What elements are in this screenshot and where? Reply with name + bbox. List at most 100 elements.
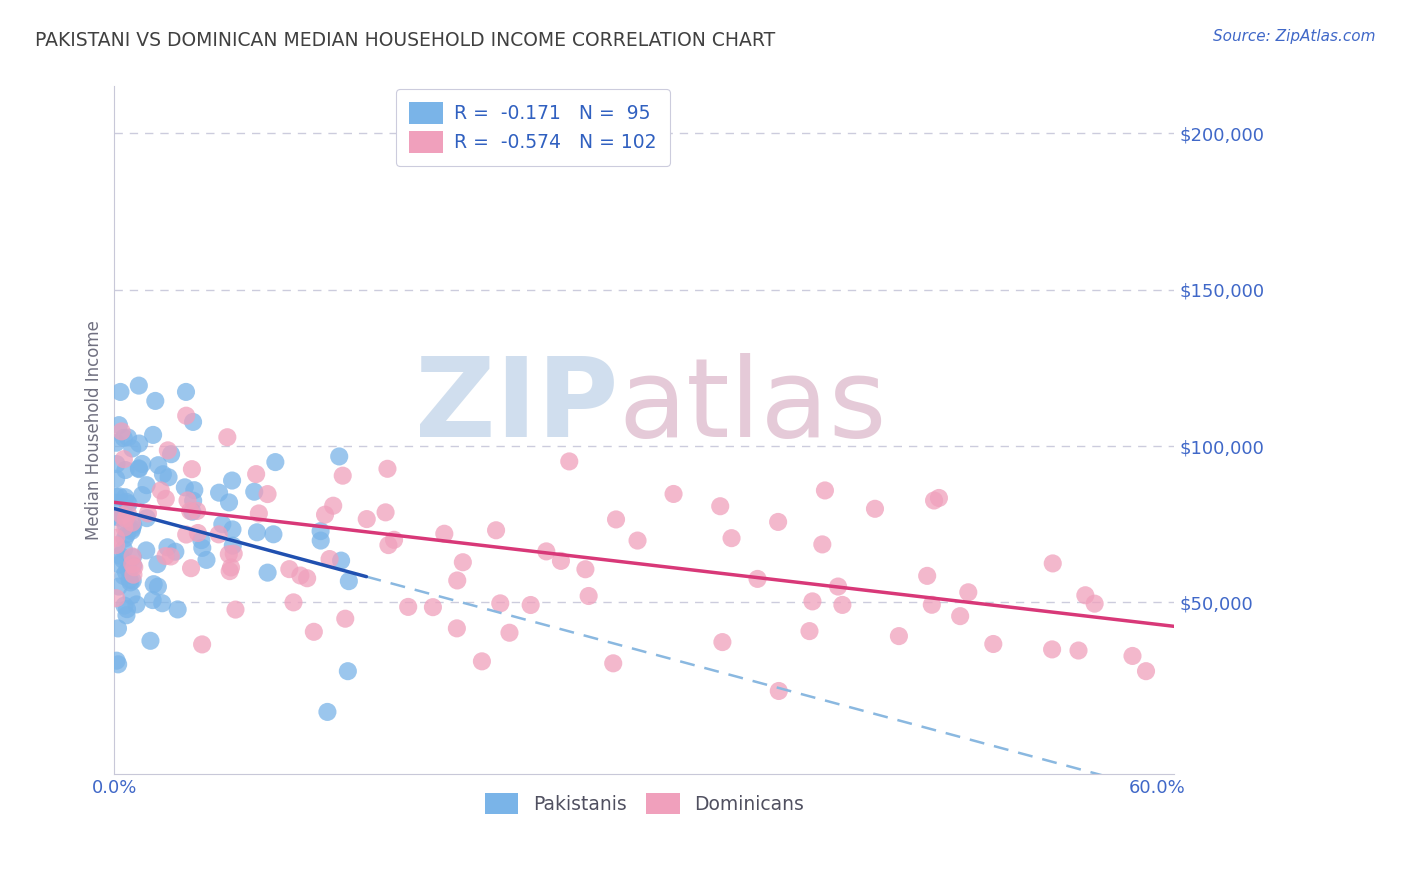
Point <box>121 442 143 456</box>
Point <box>181 505 204 519</box>
Point <box>118 573 141 587</box>
Point <box>152 467 174 482</box>
Point <box>221 474 243 488</box>
Point <box>550 554 572 568</box>
Point <box>922 493 945 508</box>
Point <box>485 523 508 537</box>
Point <box>1121 648 1143 663</box>
Point <box>218 564 240 578</box>
Point <box>131 488 153 502</box>
Point <box>316 705 339 719</box>
Point <box>115 608 138 623</box>
Point <box>602 657 624 671</box>
Point <box>222 539 245 553</box>
Point <box>105 509 128 524</box>
Point <box>112 542 135 557</box>
Point <box>107 621 129 635</box>
Point <box>139 633 162 648</box>
Point <box>148 458 170 473</box>
Point <box>117 430 139 444</box>
Point <box>377 462 399 476</box>
Point <box>112 452 135 467</box>
Point <box>142 428 165 442</box>
Point <box>160 447 183 461</box>
Point <box>115 495 138 509</box>
Point <box>219 560 242 574</box>
Point <box>295 571 318 585</box>
Point <box>218 495 240 509</box>
Point <box>166 602 188 616</box>
Point <box>180 561 202 575</box>
Point <box>256 487 278 501</box>
Point <box>176 493 198 508</box>
Point <box>264 455 287 469</box>
Point <box>105 490 128 504</box>
Point <box>433 526 456 541</box>
Point <box>422 600 444 615</box>
Point <box>107 657 129 672</box>
Point <box>179 504 201 518</box>
Point <box>142 593 165 607</box>
Point <box>336 664 359 678</box>
Point <box>536 544 558 558</box>
Point <box>221 522 243 536</box>
Point <box>247 507 270 521</box>
Point <box>262 527 284 541</box>
Point <box>110 384 132 399</box>
Point <box>1042 557 1064 571</box>
Point <box>302 624 325 639</box>
Point <box>122 558 145 573</box>
Text: Source: ZipAtlas.com: Source: ZipAtlas.com <box>1212 29 1375 44</box>
Point <box>768 684 790 698</box>
Point <box>105 531 128 545</box>
Point <box>396 599 419 614</box>
Point <box>799 624 821 639</box>
Point <box>121 574 143 588</box>
Point <box>125 598 148 612</box>
Point <box>121 521 143 535</box>
Point <box>115 527 138 541</box>
Point <box>146 580 169 594</box>
Point <box>114 463 136 477</box>
Point <box>217 430 239 444</box>
Point <box>337 574 360 589</box>
Point <box>662 487 685 501</box>
Point <box>314 508 336 522</box>
Point <box>245 467 267 482</box>
Point <box>107 580 129 594</box>
Point <box>283 595 305 609</box>
Point <box>124 560 146 574</box>
Point <box>149 483 172 498</box>
Point <box>1067 643 1090 657</box>
Point <box>122 518 145 533</box>
Point <box>136 507 159 521</box>
Point <box>814 483 837 498</box>
Point <box>187 526 209 541</box>
Point <box>121 549 143 564</box>
Point <box>114 490 136 504</box>
Point <box>747 572 769 586</box>
Point <box>981 637 1004 651</box>
Point <box>224 602 246 616</box>
Point <box>957 585 980 599</box>
Point <box>135 543 157 558</box>
Point <box>801 594 824 608</box>
Point <box>949 609 972 624</box>
Point <box>114 511 136 525</box>
Point <box>709 500 731 514</box>
Point <box>117 497 139 511</box>
Point <box>318 552 340 566</box>
Point <box>121 557 143 571</box>
Point <box>1084 597 1107 611</box>
Point <box>120 575 142 590</box>
Point <box>921 598 943 612</box>
Point <box>105 472 128 486</box>
Point <box>128 462 150 476</box>
Point <box>174 527 197 541</box>
Point <box>720 531 742 545</box>
Point <box>159 549 181 564</box>
Text: PAKISTANI VS DOMINICAN MEDIAN HOUSEHOLD INCOME CORRELATION CHART: PAKISTANI VS DOMINICAN MEDIAN HOUSEHOLD … <box>35 31 775 50</box>
Point <box>128 436 150 450</box>
Point <box>915 569 938 583</box>
Point <box>121 589 143 603</box>
